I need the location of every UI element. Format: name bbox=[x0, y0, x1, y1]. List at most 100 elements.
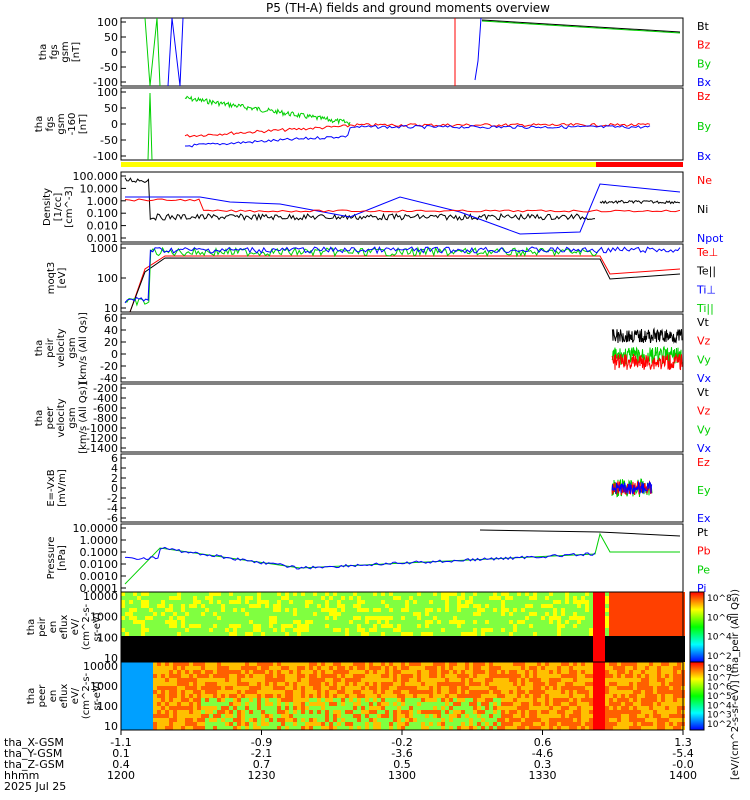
heatmap-cell bbox=[565, 682, 569, 686]
heatmap-cell bbox=[273, 702, 277, 706]
heatmap-cell bbox=[597, 722, 601, 726]
heatmap-cell bbox=[561, 666, 565, 670]
heatmap-cell bbox=[397, 722, 401, 726]
heatmap-cell bbox=[345, 592, 349, 596]
heatmap-cell bbox=[425, 710, 429, 714]
heatmap-cell bbox=[305, 604, 309, 608]
heatmap-cell bbox=[341, 666, 345, 670]
heatmap-cell bbox=[481, 616, 485, 620]
heatmap-cell bbox=[557, 670, 561, 674]
heatmap-cell bbox=[161, 632, 165, 636]
heatmap-cell bbox=[561, 698, 565, 702]
heatmap-cell bbox=[429, 600, 433, 604]
heatmap-cell bbox=[629, 592, 633, 596]
heatmap-cell bbox=[273, 596, 277, 600]
heatmap-cell bbox=[289, 698, 293, 702]
heatmap-cell bbox=[341, 628, 345, 632]
heatmap-cell bbox=[637, 616, 641, 620]
heatmap-cell bbox=[469, 718, 473, 722]
heatmap-cell bbox=[329, 612, 333, 616]
heatmap-cell bbox=[209, 718, 213, 722]
heatmap-cell bbox=[201, 632, 205, 636]
heatmap-cell bbox=[437, 616, 441, 620]
heatmap-cell bbox=[549, 648, 553, 652]
heatmap-cell bbox=[317, 636, 321, 640]
heatmap-cell bbox=[361, 596, 365, 600]
heatmap-cell bbox=[141, 656, 145, 660]
heatmap-cell bbox=[537, 612, 541, 616]
heatmap-cell bbox=[397, 714, 401, 718]
heatmap-cell bbox=[365, 620, 369, 624]
heatmap-cell bbox=[445, 690, 449, 694]
heatmap-cell bbox=[529, 624, 533, 628]
heatmap-cell bbox=[281, 702, 285, 706]
heatmap-cell bbox=[141, 612, 145, 616]
y-tick-label: 10.000 bbox=[80, 182, 119, 195]
heatmap-cell bbox=[357, 694, 361, 698]
heatmap-cell bbox=[209, 612, 213, 616]
heatmap-cell bbox=[589, 596, 593, 600]
heatmap-cell bbox=[253, 714, 257, 718]
heatmap-cell bbox=[201, 596, 205, 600]
panel-density: 100.00010.0001.0000.1000.0100.001Density… bbox=[42, 170, 724, 245]
heatmap-cell bbox=[369, 714, 373, 718]
heatmap-cell bbox=[349, 616, 353, 620]
heatmap-cell bbox=[357, 682, 361, 686]
heatmap-cell bbox=[277, 636, 281, 640]
legend-item: Bt bbox=[697, 20, 710, 33]
heatmap-cell bbox=[441, 706, 445, 710]
heatmap-cell bbox=[249, 648, 253, 652]
heatmap-cell bbox=[373, 632, 377, 636]
legend-item: Ez bbox=[697, 456, 710, 469]
heatmap-cell bbox=[165, 648, 169, 652]
heatmap-cell bbox=[317, 718, 321, 722]
heatmap-cell bbox=[217, 604, 221, 608]
heatmap-cell bbox=[177, 604, 181, 608]
heatmap-cell bbox=[237, 612, 241, 616]
heatmap-cell bbox=[469, 644, 473, 648]
heatmap-cell bbox=[245, 616, 249, 620]
heatmap-cell bbox=[673, 656, 677, 660]
heatmap-cell bbox=[537, 714, 541, 718]
heatmap-cell bbox=[333, 702, 337, 706]
heatmap-cell bbox=[441, 616, 445, 620]
heatmap-cell bbox=[401, 600, 405, 604]
heatmap-cell bbox=[265, 652, 269, 656]
heatmap-cell bbox=[337, 698, 341, 702]
heatmap-cell bbox=[657, 604, 661, 608]
heatmap-cell bbox=[537, 674, 541, 678]
heatmap-cell bbox=[461, 644, 465, 648]
heatmap-cell bbox=[333, 636, 337, 640]
heatmap-cell bbox=[525, 678, 529, 682]
heatmap-cell bbox=[301, 632, 305, 636]
heatmap-cell bbox=[533, 674, 537, 678]
heatmap-cell bbox=[357, 640, 361, 644]
heatmap-cell bbox=[405, 652, 409, 656]
heatmap-cell bbox=[505, 678, 509, 682]
heatmap-cell bbox=[269, 644, 273, 648]
heatmap-cell bbox=[285, 620, 289, 624]
heatmap-cell bbox=[297, 670, 301, 674]
heatmap-cell bbox=[525, 666, 529, 670]
heatmap-cell bbox=[393, 604, 397, 608]
heatmap-cell bbox=[497, 722, 501, 726]
heatmap-cell bbox=[489, 616, 493, 620]
heatmap-cell bbox=[549, 718, 553, 722]
heatmap-cell bbox=[137, 636, 141, 640]
heatmap-cell bbox=[617, 612, 621, 616]
heatmap-cell bbox=[245, 698, 249, 702]
heatmap-cell bbox=[241, 702, 245, 706]
heatmap-cell bbox=[217, 592, 221, 596]
heatmap-cell bbox=[501, 600, 505, 604]
heatmap-cell bbox=[425, 674, 429, 678]
heatmap-cell bbox=[133, 698, 137, 702]
heatmap-cell bbox=[225, 686, 229, 690]
heatmap-cell bbox=[497, 726, 501, 730]
heatmap-cell bbox=[565, 662, 569, 666]
heatmap-cell bbox=[233, 600, 237, 604]
heatmap-cell bbox=[485, 662, 489, 666]
heatmap-cell bbox=[245, 612, 249, 616]
heatmap-cell bbox=[257, 608, 261, 612]
heatmap-cell bbox=[573, 710, 577, 714]
heatmap-cell bbox=[509, 670, 513, 674]
